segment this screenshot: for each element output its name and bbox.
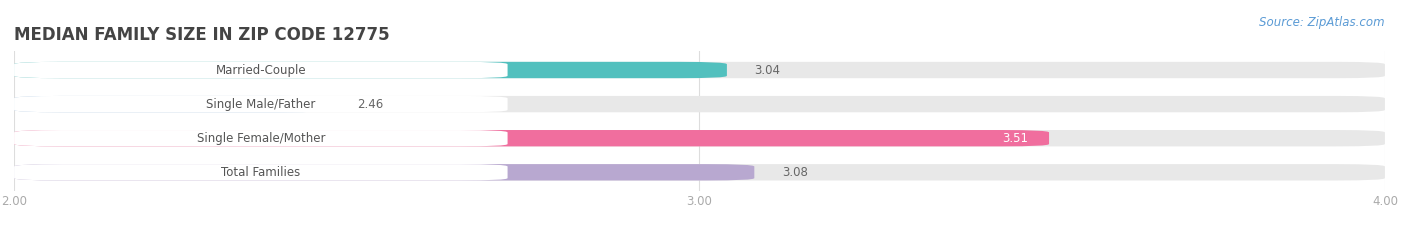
Text: Single Female/Mother: Single Female/Mother [197,132,325,145]
FancyBboxPatch shape [14,96,1385,112]
FancyBboxPatch shape [14,130,508,146]
Text: Total Families: Total Families [221,166,301,179]
Text: 3.08: 3.08 [782,166,807,179]
FancyBboxPatch shape [14,62,727,78]
FancyBboxPatch shape [14,164,508,181]
FancyBboxPatch shape [14,130,1385,146]
Text: 2.46: 2.46 [357,98,382,111]
Text: 3.51: 3.51 [1002,132,1029,145]
FancyBboxPatch shape [14,164,755,181]
Text: 3.04: 3.04 [755,64,780,76]
Text: Married-Couple: Married-Couple [215,64,307,76]
FancyBboxPatch shape [14,62,1385,78]
FancyBboxPatch shape [14,96,508,112]
FancyBboxPatch shape [14,164,1385,181]
FancyBboxPatch shape [14,62,508,78]
Text: MEDIAN FAMILY SIZE IN ZIP CODE 12775: MEDIAN FAMILY SIZE IN ZIP CODE 12775 [14,26,389,44]
Text: Single Male/Father: Single Male/Father [207,98,315,111]
FancyBboxPatch shape [14,130,1049,146]
Text: Source: ZipAtlas.com: Source: ZipAtlas.com [1260,16,1385,29]
FancyBboxPatch shape [14,96,329,112]
